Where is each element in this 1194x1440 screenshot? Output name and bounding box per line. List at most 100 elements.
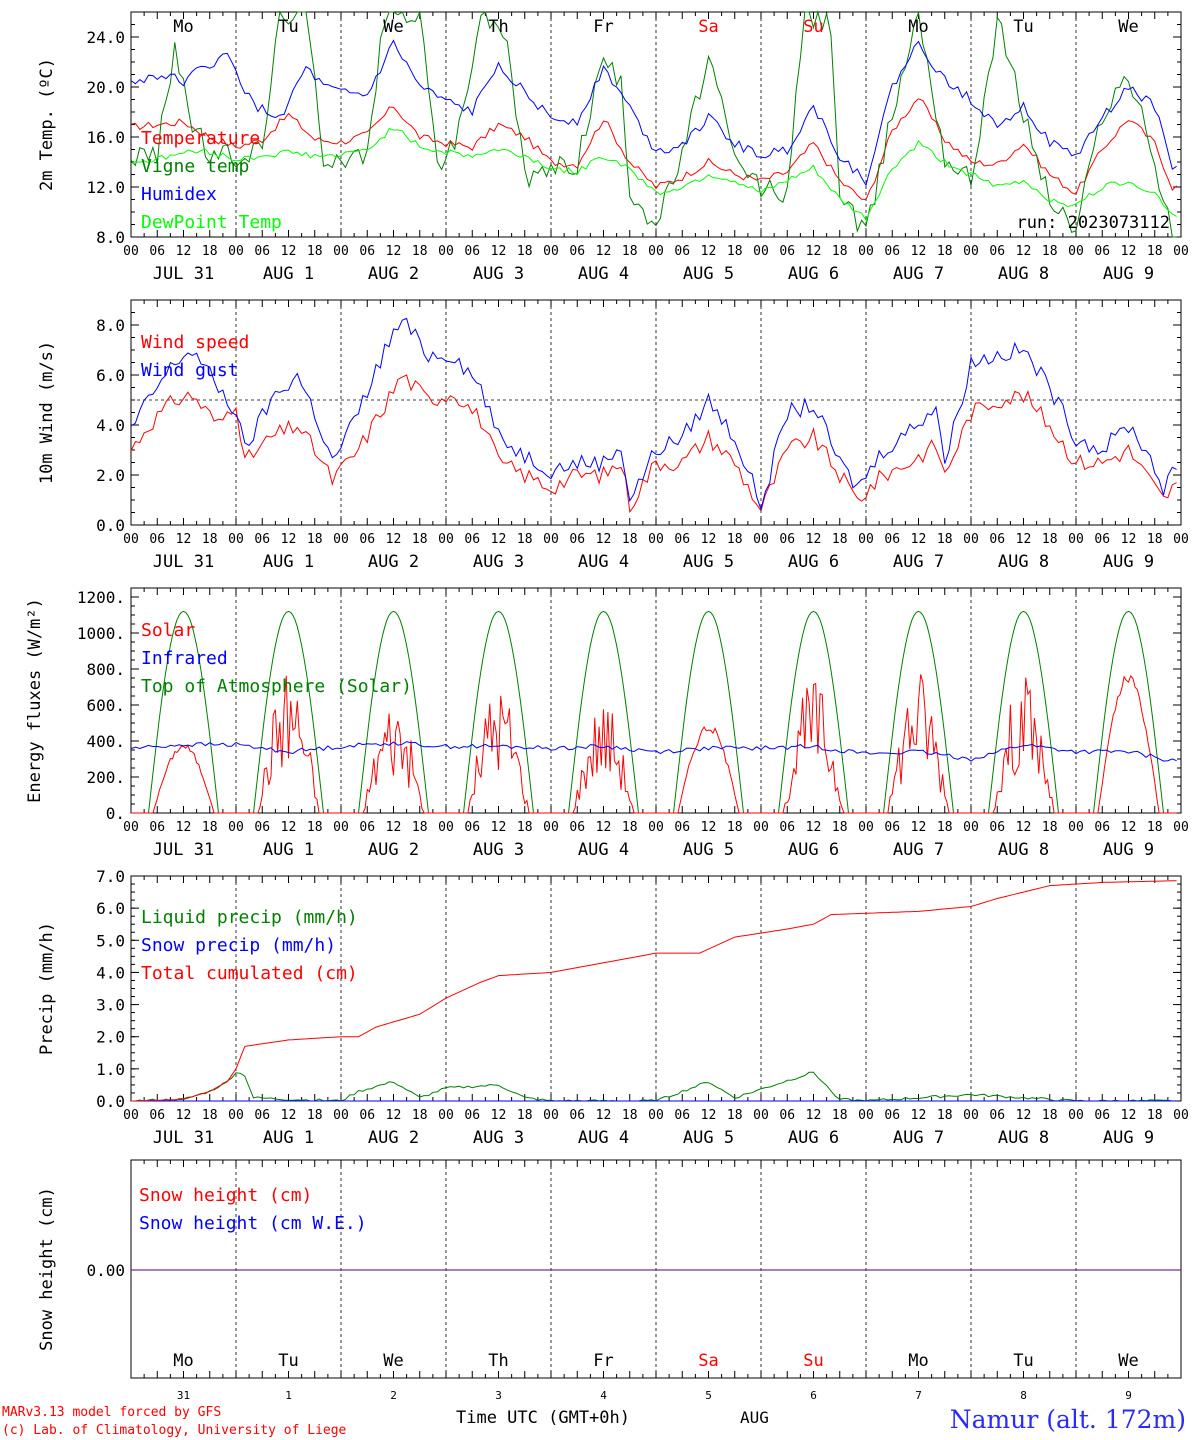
hour-label: 18 [727,244,743,259]
hour-label: 06 [149,532,165,547]
legend-wind-gust: Wind gust [141,360,239,381]
hour-label: 00 [1068,532,1084,547]
plot-frame [130,11,1182,238]
hour-label: 06 [779,244,795,259]
hour-label: 12 [806,244,822,259]
hour-label: 12 [1121,532,1137,547]
hour-label: 06 [569,532,585,547]
y-tick-label: 1200. [77,588,125,607]
y-tick-label: 0.00 [86,1261,125,1280]
date-label: AUG 9 [1103,1128,1154,1148]
hour-label: 12 [1121,820,1137,835]
hour-label: 12 [281,532,297,547]
date-label: AUG 2 [368,840,419,860]
date-label: AUG 4 [578,840,629,860]
hour-label: 00 [753,532,769,547]
legend-humidex: Humidex [141,184,217,205]
hour-label: 06 [1094,244,1110,259]
hour-label: 18 [307,820,323,835]
hour-label: 12 [1016,1108,1032,1123]
legend-solar: Solar [141,620,195,641]
hour-label: 06 [149,1108,165,1123]
hour-label: 00 [228,1108,244,1123]
hour-label: 00 [228,532,244,547]
hour-label: 18 [1042,244,1058,259]
hour-label: 12 [806,1108,822,1123]
hour-label: 06 [674,820,690,835]
y-tick-label: 5.0 [96,931,125,950]
y-tick-label: 20.0 [86,78,125,97]
y-tick-label: 4.0 [96,416,125,435]
hour-label: 00 [1068,820,1084,835]
hour-label: 12 [281,244,297,259]
date-label: AUG 2 [368,552,419,572]
hour-label: 18 [517,820,533,835]
date-label: AUG 6 [788,1128,839,1148]
hour-label: 00 [648,244,664,259]
hour-label: 18 [622,1108,638,1123]
hour-label: 18 [622,532,638,547]
hour-label: 12 [176,244,192,259]
hour-label: 12 [596,820,612,835]
credit-line-1: MARv3.13 model forced by GFS [2,1405,221,1420]
y-tick-label: 7.0 [96,867,125,886]
hour-label: 18 [1042,532,1058,547]
hour-label: 00 [858,244,874,259]
hour-label: 12 [386,244,402,259]
hour-label: 18 [622,244,638,259]
day-number: 5 [705,1389,712,1402]
day-number: 9 [1125,1389,1132,1402]
hour-label: 00 [438,244,454,259]
date-label: AUG 3 [473,1128,524,1148]
hour-label: 12 [911,532,927,547]
hour-label: 00 [648,1108,664,1123]
hour-label: 06 [1094,820,1110,835]
day-number: 31 [177,1389,190,1402]
hour-label: 00 [963,1108,979,1123]
hour-label: 18 [832,532,848,547]
day-number: 4 [600,1389,607,1402]
hour-label: 18 [412,532,428,547]
hour-label: 06 [989,820,1005,835]
humidex-line [130,39,1177,187]
hour-label: 12 [176,820,192,835]
hour-label: 00 [753,1108,769,1123]
y-tick-label: 6.0 [96,899,125,918]
hour-label: 18 [307,244,323,259]
hour-label: 00 [858,532,874,547]
hour-label: 00 [123,244,139,259]
hour-label: 06 [779,820,795,835]
day-name: Fr [593,17,613,37]
hour-label: 00 [543,244,559,259]
date-label: AUG 3 [473,840,524,860]
hour-label: 12 [176,532,192,547]
hour-label: 18 [202,1108,218,1123]
hour-label: 06 [884,820,900,835]
day-number: 2 [390,1389,397,1402]
y-tick-label: 200. [86,768,125,787]
day-number: 3 [495,1389,502,1402]
legend-infrared: Infrared [141,648,228,669]
y-tick-label: 24.0 [86,28,125,47]
day-name: We [383,1351,403,1371]
hour-label: 12 [176,1108,192,1123]
hour-label: 18 [307,1108,323,1123]
y-tick-label: 2.0 [96,466,125,485]
hour-label: 18 [937,820,953,835]
hour-label: 00 [963,820,979,835]
hour-label: 00 [123,1108,139,1123]
hour-label: 18 [832,1108,848,1123]
hour-label: 06 [254,532,270,547]
legend-wind-speed: Wind speed [141,332,249,353]
hour-label: 12 [1121,1108,1137,1123]
hour-label: 18 [202,244,218,259]
y-tick-label: 800. [86,660,125,679]
hour-label: 12 [281,1108,297,1123]
hour-label: 18 [202,532,218,547]
hour-label: 06 [359,820,375,835]
hour-label: 00 [648,820,664,835]
y-tick-label: 3.0 [96,996,125,1015]
hour-label: 06 [464,820,480,835]
hour-label: 18 [832,820,848,835]
